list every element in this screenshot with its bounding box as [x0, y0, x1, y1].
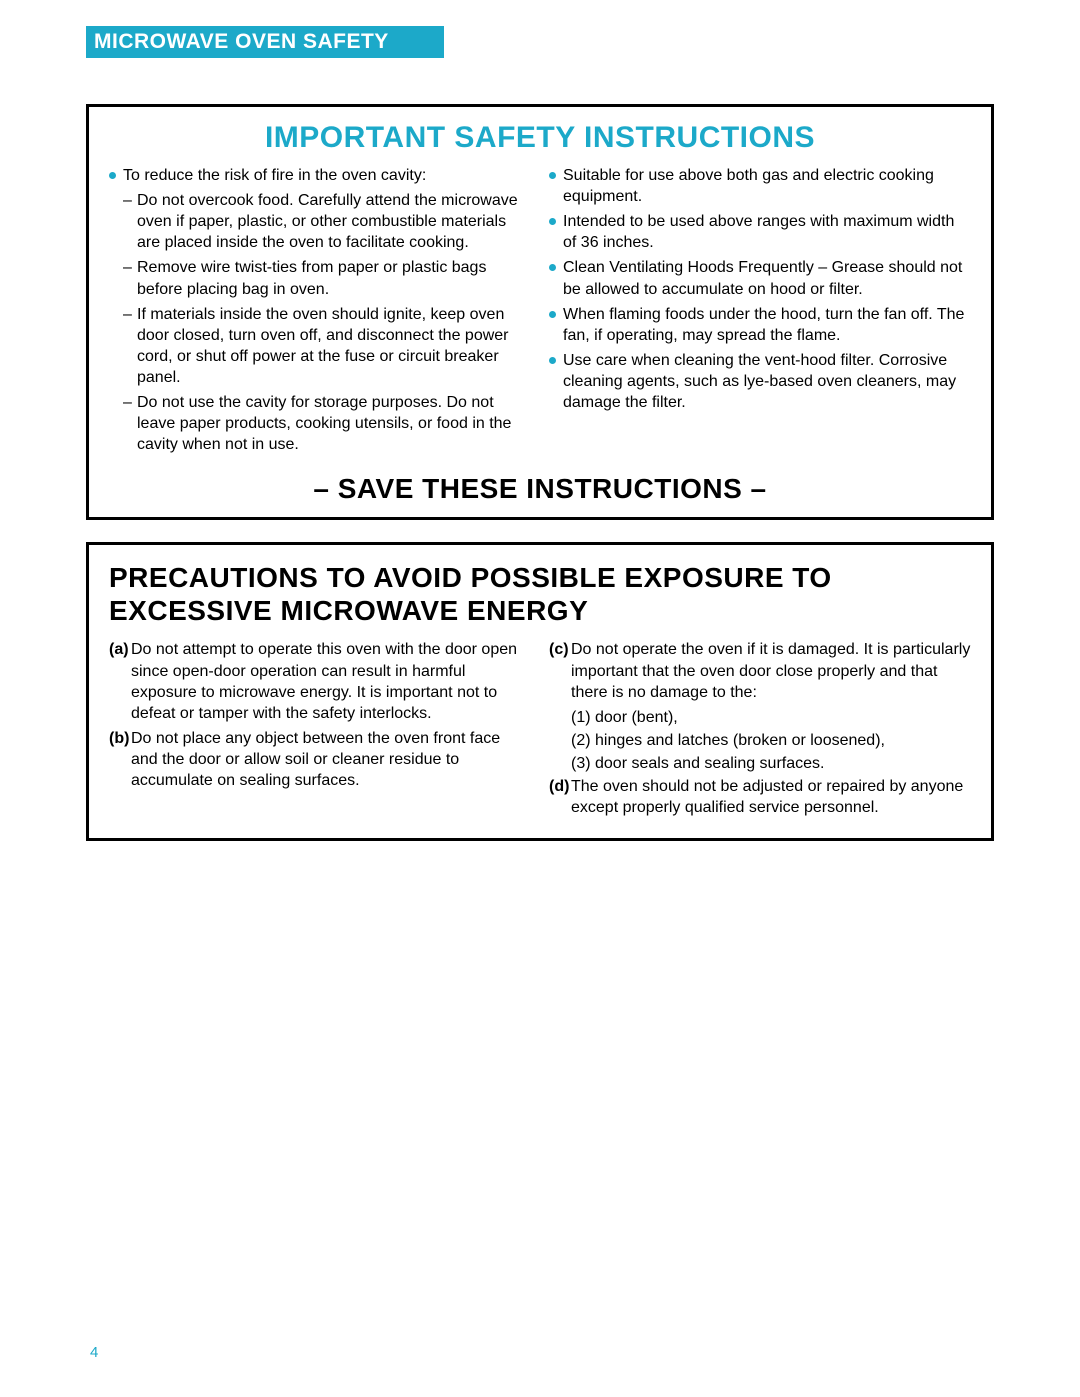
letter-text: Do not place any object between the oven… — [131, 730, 500, 789]
num-item: (2) hinges and latches (broken or loosen… — [549, 730, 971, 751]
bullet-text: Use care when cleaning the vent-hood fil… — [563, 352, 956, 411]
bullet-text: When flaming foods under the hood, turn … — [563, 306, 964, 344]
dash-text: If materials inside the oven should igni… — [137, 306, 509, 386]
box1-left-column: To reduce the risk of fire in the oven c… — [109, 165, 531, 459]
num-item: (1) door (bent), — [549, 707, 971, 728]
save-instructions-line: – SAVE THESE INSTRUCTIONS – — [109, 473, 971, 505]
page-content: IMPORTANT SAFETY INSTRUCTIONS To reduce … — [86, 104, 994, 841]
num-item: (3) door seals and sealing surfaces. — [549, 753, 971, 774]
num-text: hinges and latches (broken or loosened), — [595, 732, 885, 749]
box2-right-column: (c) Do not operate the oven if it is dam… — [549, 639, 971, 822]
num-label: (1) — [571, 707, 591, 728]
bullet-item: To reduce the risk of fire in the oven c… — [109, 165, 531, 186]
letter-item: (c) Do not operate the oven if it is dam… — [549, 639, 971, 702]
box1-title: IMPORTANT SAFETY INSTRUCTIONS — [109, 121, 971, 155]
precautions-box: PRECAUTIONS TO AVOID POSSIBLE EXPOSURE T… — [86, 542, 994, 841]
bullet-text: To reduce the risk of fire in the oven c… — [123, 167, 426, 184]
letter-text: Do not attempt to operate this oven with… — [131, 641, 517, 721]
letter-item: (d) The oven should not be adjusted or r… — [549, 776, 971, 818]
box1-right-column: Suitable for use above both gas and elec… — [549, 165, 971, 459]
bullet-text: Clean Ventilating Hoods Frequently – Gre… — [563, 259, 962, 297]
box2-columns: (a) Do not attempt to operate this oven … — [109, 639, 971, 822]
dash-item: Do not use the cavity for storage purpos… — [109, 392, 531, 455]
box1-columns: To reduce the risk of fire in the oven c… — [109, 165, 971, 459]
dash-item: Do not overcook food. Carefully attend t… — [109, 190, 531, 253]
letter-label: (a) — [109, 639, 129, 660]
dash-item: If materials inside the oven should igni… — [109, 304, 531, 388]
bullet-item: Intended to be used above ranges with ma… — [549, 211, 971, 253]
box2-left-column: (a) Do not attempt to operate this oven … — [109, 639, 531, 822]
bullet-item: Suitable for use above both gas and elec… — [549, 165, 971, 207]
num-label: (2) — [571, 730, 591, 751]
section-header-text: MICROWAVE OVEN SAFETY — [94, 30, 389, 54]
letter-item: (a) Do not attempt to operate this oven … — [109, 639, 531, 723]
dash-text: Do not use the cavity for storage purpos… — [137, 394, 511, 453]
bullet-text: Suitable for use above both gas and elec… — [563, 167, 934, 205]
dash-text: Do not overcook food. Carefully attend t… — [137, 192, 518, 251]
bullet-text: Intended to be used above ranges with ma… — [563, 213, 954, 251]
bullet-item: When flaming foods under the hood, turn … — [549, 304, 971, 346]
num-text: door seals and sealing surfaces. — [595, 755, 824, 772]
letter-label: (d) — [549, 776, 569, 797]
letter-label: (b) — [109, 728, 129, 749]
letter-text: Do not operate the oven if it is damaged… — [571, 641, 970, 700]
page-number: 4 — [90, 1344, 98, 1361]
dash-text: Remove wire twist-ties from paper or pla… — [137, 259, 486, 297]
num-text: door (bent), — [595, 709, 678, 726]
bullet-item: Use care when cleaning the vent-hood fil… — [549, 350, 971, 413]
letter-label: (c) — [549, 639, 569, 660]
letter-text: The oven should not be adjusted or repai… — [571, 778, 963, 816]
letter-item: (b) Do not place any object between the … — [109, 728, 531, 791]
num-label: (3) — [571, 753, 591, 774]
section-header-band: MICROWAVE OVEN SAFETY — [86, 26, 444, 58]
dash-item: Remove wire twist-ties from paper or pla… — [109, 257, 531, 299]
safety-instructions-box: IMPORTANT SAFETY INSTRUCTIONS To reduce … — [86, 104, 994, 520]
box2-title: PRECAUTIONS TO AVOID POSSIBLE EXPOSURE T… — [109, 561, 971, 627]
bullet-item: Clean Ventilating Hoods Frequently – Gre… — [549, 257, 971, 299]
